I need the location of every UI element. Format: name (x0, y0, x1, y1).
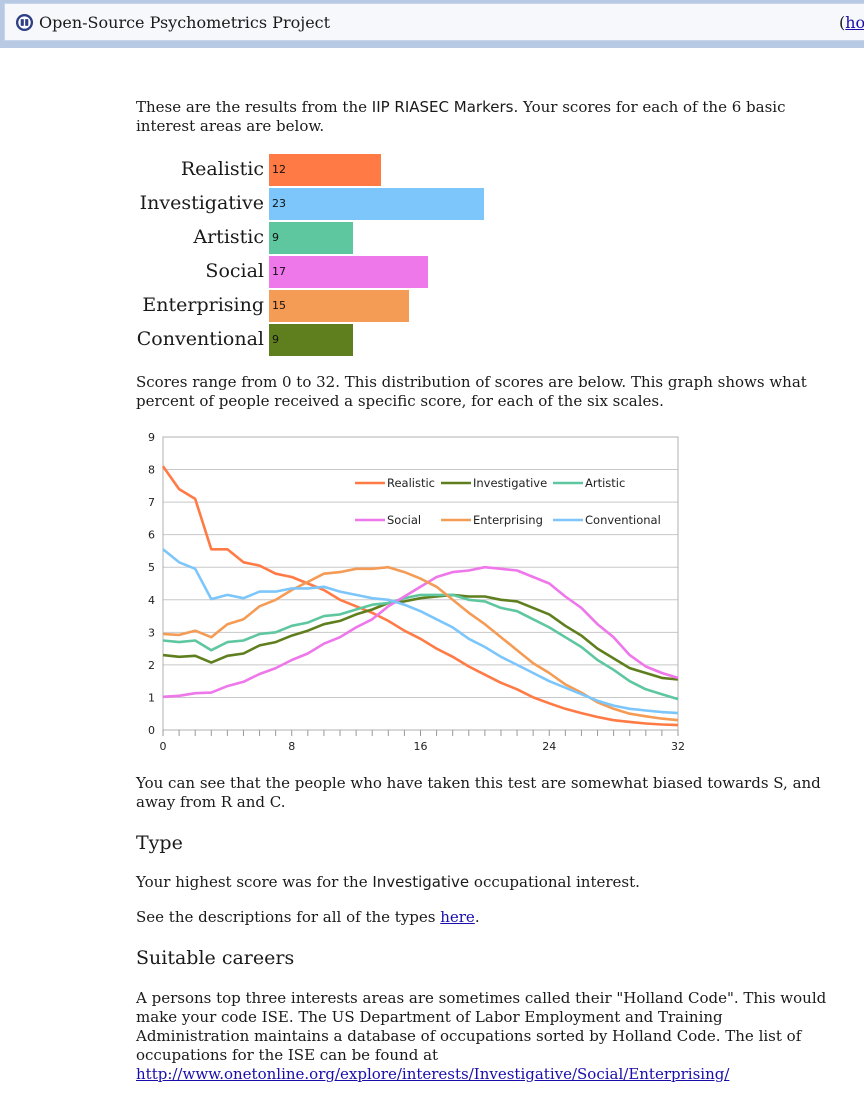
legend-label: Conventional (585, 513, 661, 527)
score-row-enterprising: Enterprising 15 (0, 289, 864, 323)
site-logo-icon (15, 13, 34, 32)
score-row-realistic: Realistic 12 (0, 153, 864, 187)
x-tick-label: 16 (414, 740, 428, 753)
legend-label: Artistic (585, 476, 625, 490)
intro-text: These are the results from the IIP RIASE… (136, 98, 836, 136)
y-tick-label: 4 (148, 594, 155, 607)
x-tick-label: 0 (160, 740, 167, 753)
score-value: 15 (272, 299, 286, 312)
site-header: Open-Source Psychometrics Project (ho (0, 0, 864, 48)
site-title[interactable]: Open-Source Psychometrics Project (39, 13, 331, 32)
series-line-conventional (162, 548, 679, 715)
score-row-conventional: Conventional 9 (0, 323, 864, 357)
y-tick-label: 0 (148, 724, 155, 737)
score-value: 9 (272, 231, 279, 244)
home-link-container: (ho (839, 13, 864, 32)
type-heading: Type (136, 832, 183, 854)
score-row-artistic: Artistic 9 (0, 221, 864, 255)
home-link-paren: ( (839, 13, 846, 32)
type-descriptions-text: See the descriptions for all of the type… (136, 908, 836, 927)
legend-label: Realistic (387, 476, 435, 490)
careers-text: A persons top three interests areas are … (136, 989, 836, 1084)
score-bar: 9 (269, 324, 354, 356)
y-tick-label: 6 (148, 529, 155, 542)
score-label: Artistic (193, 226, 264, 248)
score-value: 12 (272, 163, 286, 176)
score-row-investigative: Investigative 23 (0, 187, 864, 221)
test-name: IIP RIASEC Markers (371, 98, 514, 116)
score-value: 23 (272, 197, 286, 210)
score-label: Conventional (136, 328, 264, 350)
score-row-social: Social 17 (0, 255, 864, 289)
y-tick-label: 1 (148, 691, 155, 704)
series-line-artistic (162, 593, 679, 701)
legend-label: Enterprising (473, 513, 543, 527)
series-line-social (162, 565, 679, 699)
highest-score-suffix: occupational interest. (469, 873, 640, 891)
score-label: Enterprising (142, 294, 264, 316)
highest-score-prefix: Your highest score was for the (136, 873, 373, 891)
distribution-text: Scores range from 0 to 32. This distribu… (136, 373, 807, 410)
y-tick-label: 9 (148, 431, 155, 444)
type-descriptions-suffix: . (474, 908, 480, 926)
score-bar: 15 (269, 290, 410, 322)
score-value: 17 (272, 265, 286, 278)
score-bar: 12 (269, 154, 382, 186)
legend-label: Investigative (473, 476, 547, 490)
score-distribution-chart: 0 1 2 3 4 5 6 7 8 9 0 8 16 24 32 Realistic Investigative… (148, 431, 685, 753)
highest-type: Investigative (372, 873, 470, 891)
score-label: Social (205, 260, 264, 282)
y-tick-label: 7 (148, 496, 155, 509)
site-header-bar: Open-Source Psychometrics Project (ho (4, 3, 864, 41)
score-label: Realistic (180, 158, 264, 180)
score-label: Investigative (139, 192, 264, 214)
x-tick-label: 8 (288, 740, 295, 753)
series-line-investigative (162, 593, 679, 681)
score-bar: 17 (269, 256, 428, 288)
intro-text-end: . Your scores for each of the 6 basic in… (136, 98, 786, 135)
onet-link[interactable]: http://www.onetonline.org/explore/intere… (136, 1065, 730, 1083)
type-descriptions-link[interactable]: here (440, 908, 475, 926)
y-tick-label: 5 (148, 561, 155, 574)
score-bar: 9 (269, 222, 354, 254)
intro-text-start: These are the results from the (136, 98, 372, 116)
home-link[interactable]: ho (845, 13, 864, 32)
score-bar: 23 (269, 188, 485, 220)
x-tick-label: 32 (671, 740, 685, 753)
type-descriptions-prefix: See the descriptions for all of the type… (136, 908, 441, 926)
careers-description: A persons top three interests areas are … (136, 989, 827, 1064)
x-tick-label: 24 (542, 740, 556, 753)
y-tick-label: 2 (148, 659, 155, 672)
series-line-realistic (161, 465, 679, 727)
score-value: 9 (272, 333, 279, 346)
bias-text: You can see that the people who have tak… (136, 774, 821, 811)
y-tick-label: 8 (148, 464, 155, 477)
careers-heading: Suitable careers (136, 947, 295, 969)
highest-score-text: Your highest score was for the Investiga… (136, 873, 836, 892)
legend-label: Social (387, 513, 421, 527)
y-tick-label: 3 (148, 626, 155, 639)
